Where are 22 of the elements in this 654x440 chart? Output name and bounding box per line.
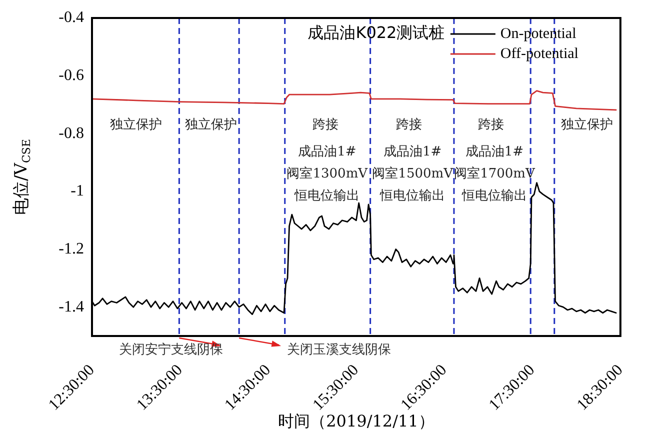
text: 关闭安宁支线阴保 (119, 341, 224, 358)
annotation: 独立保护 (110, 116, 162, 132)
annotation: 成品油1# 阀室1300mV 恒电位输出 (286, 144, 368, 204)
y-tick-label: -1.4 (58, 298, 84, 316)
legend-label: Off-potential (500, 46, 578, 62)
x-axis-title: 时间（2019/12/11） (278, 412, 434, 431)
y-tick-label: -0.8 (58, 124, 84, 142)
legend-label: On-potential (500, 26, 576, 42)
annotation: 成品油1# 阀室1500mV 恒电位输出 (372, 144, 454, 204)
annotation: 跨接 (396, 117, 422, 132)
annotation: 成品油1# 阀室1700mV 恒电位输出 (454, 144, 536, 204)
annotation: 独立保护 (184, 116, 237, 132)
chart-title: 成品油K022测试桩 (308, 23, 445, 42)
y-tick-label: -0.4 (58, 9, 84, 26)
annotation: 独立保护 (560, 116, 613, 132)
y-tick-label: -1.2 (58, 240, 84, 258)
y-axis-title: 电位/VCSE (11, 139, 33, 215)
y-tick-label: -0.6 (58, 67, 84, 84)
text: 关闭玉溪支线阴保 (287, 342, 392, 358)
y-tick-label: -1 (70, 182, 84, 200)
annotation: 跨接 (312, 117, 338, 132)
annotation: 跨接 (478, 117, 504, 132)
